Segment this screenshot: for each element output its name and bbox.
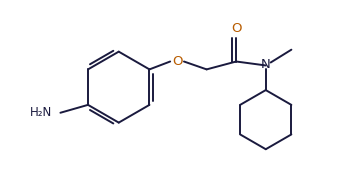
Text: O: O (172, 55, 182, 68)
Text: N: N (261, 58, 271, 71)
Text: O: O (231, 22, 241, 36)
Text: H₂N: H₂N (30, 106, 52, 119)
